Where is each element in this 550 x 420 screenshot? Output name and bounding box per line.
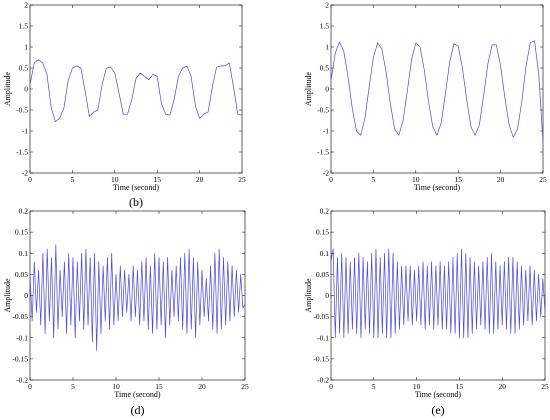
panel-1-xtick-label: 10 [111, 175, 119, 184]
panel-1-ytick-label: 0 [24, 85, 28, 94]
panel-2-ytick-label: 1 [325, 43, 329, 52]
panel-2-ytick-label: -1 [323, 127, 329, 136]
panel-4-xtick-label: 5 [372, 382, 376, 391]
panel-2-xtick-label: 15 [454, 175, 462, 184]
panel-2-y-axis-label: Amplitude [304, 71, 313, 106]
panel-2-ytick-label: -2 [323, 169, 329, 178]
panel-3-ytick-label: -0.1 [16, 333, 28, 342]
panel-1-ytick-label: 0.5 [19, 64, 29, 73]
panel-3-x-axis-label: Time (second) [114, 390, 160, 399]
panel-1-xtick-label: 15 [153, 175, 161, 184]
panel-2-xtick-label: 25 [539, 175, 547, 184]
panel-4-xtick-label: 0 [329, 382, 333, 391]
panel-3-xtick-label: 20 [198, 382, 206, 391]
panel-4-xtick-label: 10 [413, 382, 421, 391]
panel-3-xtick-label: 15 [155, 382, 163, 391]
panel-3: 0 5 10 15 20 25 0.2 0.15 0.1 0.05 0 -0.05 -0.1 -0.15 -… [3, 207, 249, 418]
panel-3-series-line [29, 244, 246, 351]
panel-4-ytick-label: 0.15 [316, 228, 329, 237]
panel-4-xtick-label: 25 [541, 382, 549, 391]
panel-2-series-line [330, 40, 544, 142]
panel-2-ytick-label: 0.5 [320, 64, 330, 73]
panel-3-ytick-label: -0.15 [12, 354, 28, 363]
panel-4-plot-frame [330, 210, 546, 381]
panel-2-ytick-label: -1.5 [317, 148, 329, 157]
panel-4-ytick-label: 0 [325, 291, 329, 300]
panel-4-ytick-label: -0.1 [317, 333, 329, 342]
panel-1-y-axis-label: Amplitude [3, 71, 12, 106]
panel-1-ytick-label: -0.5 [16, 106, 28, 115]
panel-4-series-line [330, 248, 546, 339]
panel-1-ytick-label: -2 [22, 169, 28, 178]
panel-4-caption-label: (e) [431, 403, 444, 417]
panel-3-ytick-label: 0 [24, 291, 28, 300]
panel-3-xtick-label: 10 [112, 382, 120, 391]
panel-3-xtick-label: 5 [71, 382, 75, 391]
panel-4-y-axis-label: Amplitude [304, 278, 313, 313]
panel-4-ytick-label: 0.05 [316, 270, 329, 279]
panel-4: 0 5 10 15 20 25 0.2 0.15 0.1 0.05 0 -0.05 -0.1 -0.15 -… [304, 207, 549, 418]
panel-1-xtick-label: 20 [196, 175, 204, 184]
panel-3-y-axis-label: Amplitude [3, 278, 12, 313]
panel-3-plot-frame [29, 210, 246, 381]
panel-1-xtick-label: 0 [28, 175, 32, 184]
panel-3-caption-label: (d) [131, 403, 145, 417]
panel-3-xtick-label: 25 [241, 382, 249, 391]
panel-2-ytick-label: -0.5 [317, 106, 329, 115]
panel-2-xtick-label: 10 [412, 175, 420, 184]
panel-1-xtick-label: 5 [71, 175, 75, 184]
panel-1-series-line [29, 59, 243, 123]
panel-4-xtick-label: 15 [456, 382, 464, 391]
panel-2-xtick-label: 5 [372, 175, 376, 184]
panel-1-xtick-label: 25 [238, 175, 246, 184]
panel-1-ytick-label: 2 [24, 1, 28, 10]
panel-2-ytick-label: 1.5 [320, 22, 330, 31]
panel-3-ytick-label: -0.05 [12, 312, 28, 321]
panel-3-ytick-label: -0.2 [16, 376, 28, 385]
panel-4-xtick-label: 20 [498, 382, 506, 391]
panel-4-ytick-label: -0.2 [317, 376, 329, 385]
panel-3-ytick-label: 0.05 [15, 270, 28, 279]
panel-4-ytick-label: 0.1 [320, 249, 330, 258]
panel-4-ytick-label: -0.05 [313, 312, 329, 321]
panel-3-xtick-label: 0 [28, 382, 32, 391]
panel-1-ytick-label: -1 [22, 127, 28, 136]
panel-4-ytick-label: 0.2 [320, 207, 330, 216]
panel-1-caption-label: (b) [129, 195, 143, 209]
panel-1-ytick-label: 1.5 [19, 22, 29, 31]
panel-1: 0 5 10 15 20 25 2 1.5 1 0.5 0 -0.5 -1 -1.5 -2 Time (sec… [3, 1, 246, 210]
panel-1-x-axis-label: Time (second) [113, 183, 159, 192]
panel-2-xtick-label: 0 [329, 175, 333, 184]
panel-2-ytick-label: 2 [325, 1, 329, 10]
panel-1-ytick-label: 1 [24, 43, 28, 52]
panel-2-ytick-label: 0 [325, 85, 329, 94]
panel-2: 0 5 10 15 20 25 2 1.5 1 0.5 0 -0.5 -1 -1.5 -2 Time (sec… [304, 1, 547, 228]
panel-1-ytick-label: -1.5 [16, 148, 28, 157]
panel-3-ytick-label: 0.2 [19, 207, 29, 216]
panel-4-x-axis-label: Time (second) [415, 390, 461, 399]
panel-2-x-axis-label: Time (second) [414, 183, 460, 192]
panel-3-ytick-label: 0.1 [19, 249, 29, 258]
panel-1-plot-frame [29, 4, 243, 174]
panel-2-plot-frame [330, 4, 544, 174]
panel-4-ytick-label: -0.15 [313, 354, 329, 363]
panel-2-xtick-label: 20 [497, 175, 505, 184]
panel-3-ytick-label: 0.15 [15, 228, 28, 237]
